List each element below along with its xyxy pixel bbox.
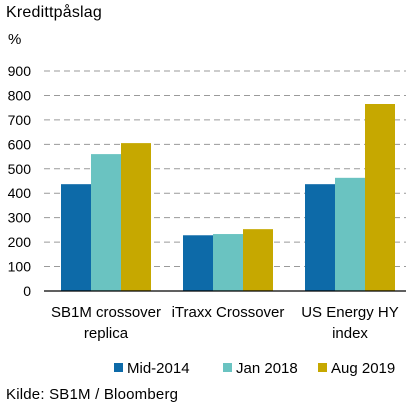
chart-title: Kredittpåslag <box>6 4 102 21</box>
bar-aug-2019 <box>243 229 273 291</box>
y-tick-label: 300 <box>8 210 32 226</box>
legend-label: Mid-2014 <box>127 360 190 377</box>
legend-swatch <box>114 363 123 372</box>
y-tick-label: 800 <box>8 87 32 103</box>
x-category-label: SB1M crossover <box>51 304 161 321</box>
legend: Mid-2014 Jan 2018 Aug 2019 <box>114 360 395 377</box>
y-unit-label: % <box>8 31 22 48</box>
y-tick-label: 0 <box>23 283 31 299</box>
x-category-label: index <box>332 325 368 342</box>
bar-jan-2018 <box>335 177 365 291</box>
bar-jan-2018 <box>91 154 121 291</box>
legend-label: Jan 2018 <box>236 360 298 377</box>
y-tick-label: 900 <box>8 63 32 79</box>
y-tick-label: 700 <box>8 112 32 128</box>
legend-label: Aug 2019 <box>331 360 395 377</box>
source-note: Kilde: SB1M / Bloomberg <box>6 386 179 403</box>
x-category-label: replica <box>84 325 129 342</box>
y-axis-ticks: 0 100 200 300 400 500 600 700 800 900 <box>8 63 32 299</box>
y-tick-label: 400 <box>8 185 32 201</box>
legend-swatch <box>223 363 232 372</box>
bar-aug-2019 <box>365 104 395 291</box>
bars <box>61 104 395 291</box>
bar-mid-2014 <box>305 184 335 291</box>
y-tick-label: 200 <box>8 234 32 250</box>
y-tick-label: 500 <box>8 161 32 177</box>
bar-mid-2014 <box>183 235 213 291</box>
y-tick-label: 600 <box>8 136 32 152</box>
legend-swatch <box>318 363 327 372</box>
bar-mid-2014 <box>61 184 91 291</box>
y-tick-label: 100 <box>8 259 32 275</box>
bar-aug-2019 <box>121 143 151 291</box>
x-category-label: iTraxx Crossover <box>172 304 285 321</box>
bar-jan-2018 <box>213 234 243 291</box>
x-category-label: US Energy HY <box>301 304 399 321</box>
x-axis-labels: SB1M crossover replica iTraxx Crossover US … <box>51 304 399 342</box>
